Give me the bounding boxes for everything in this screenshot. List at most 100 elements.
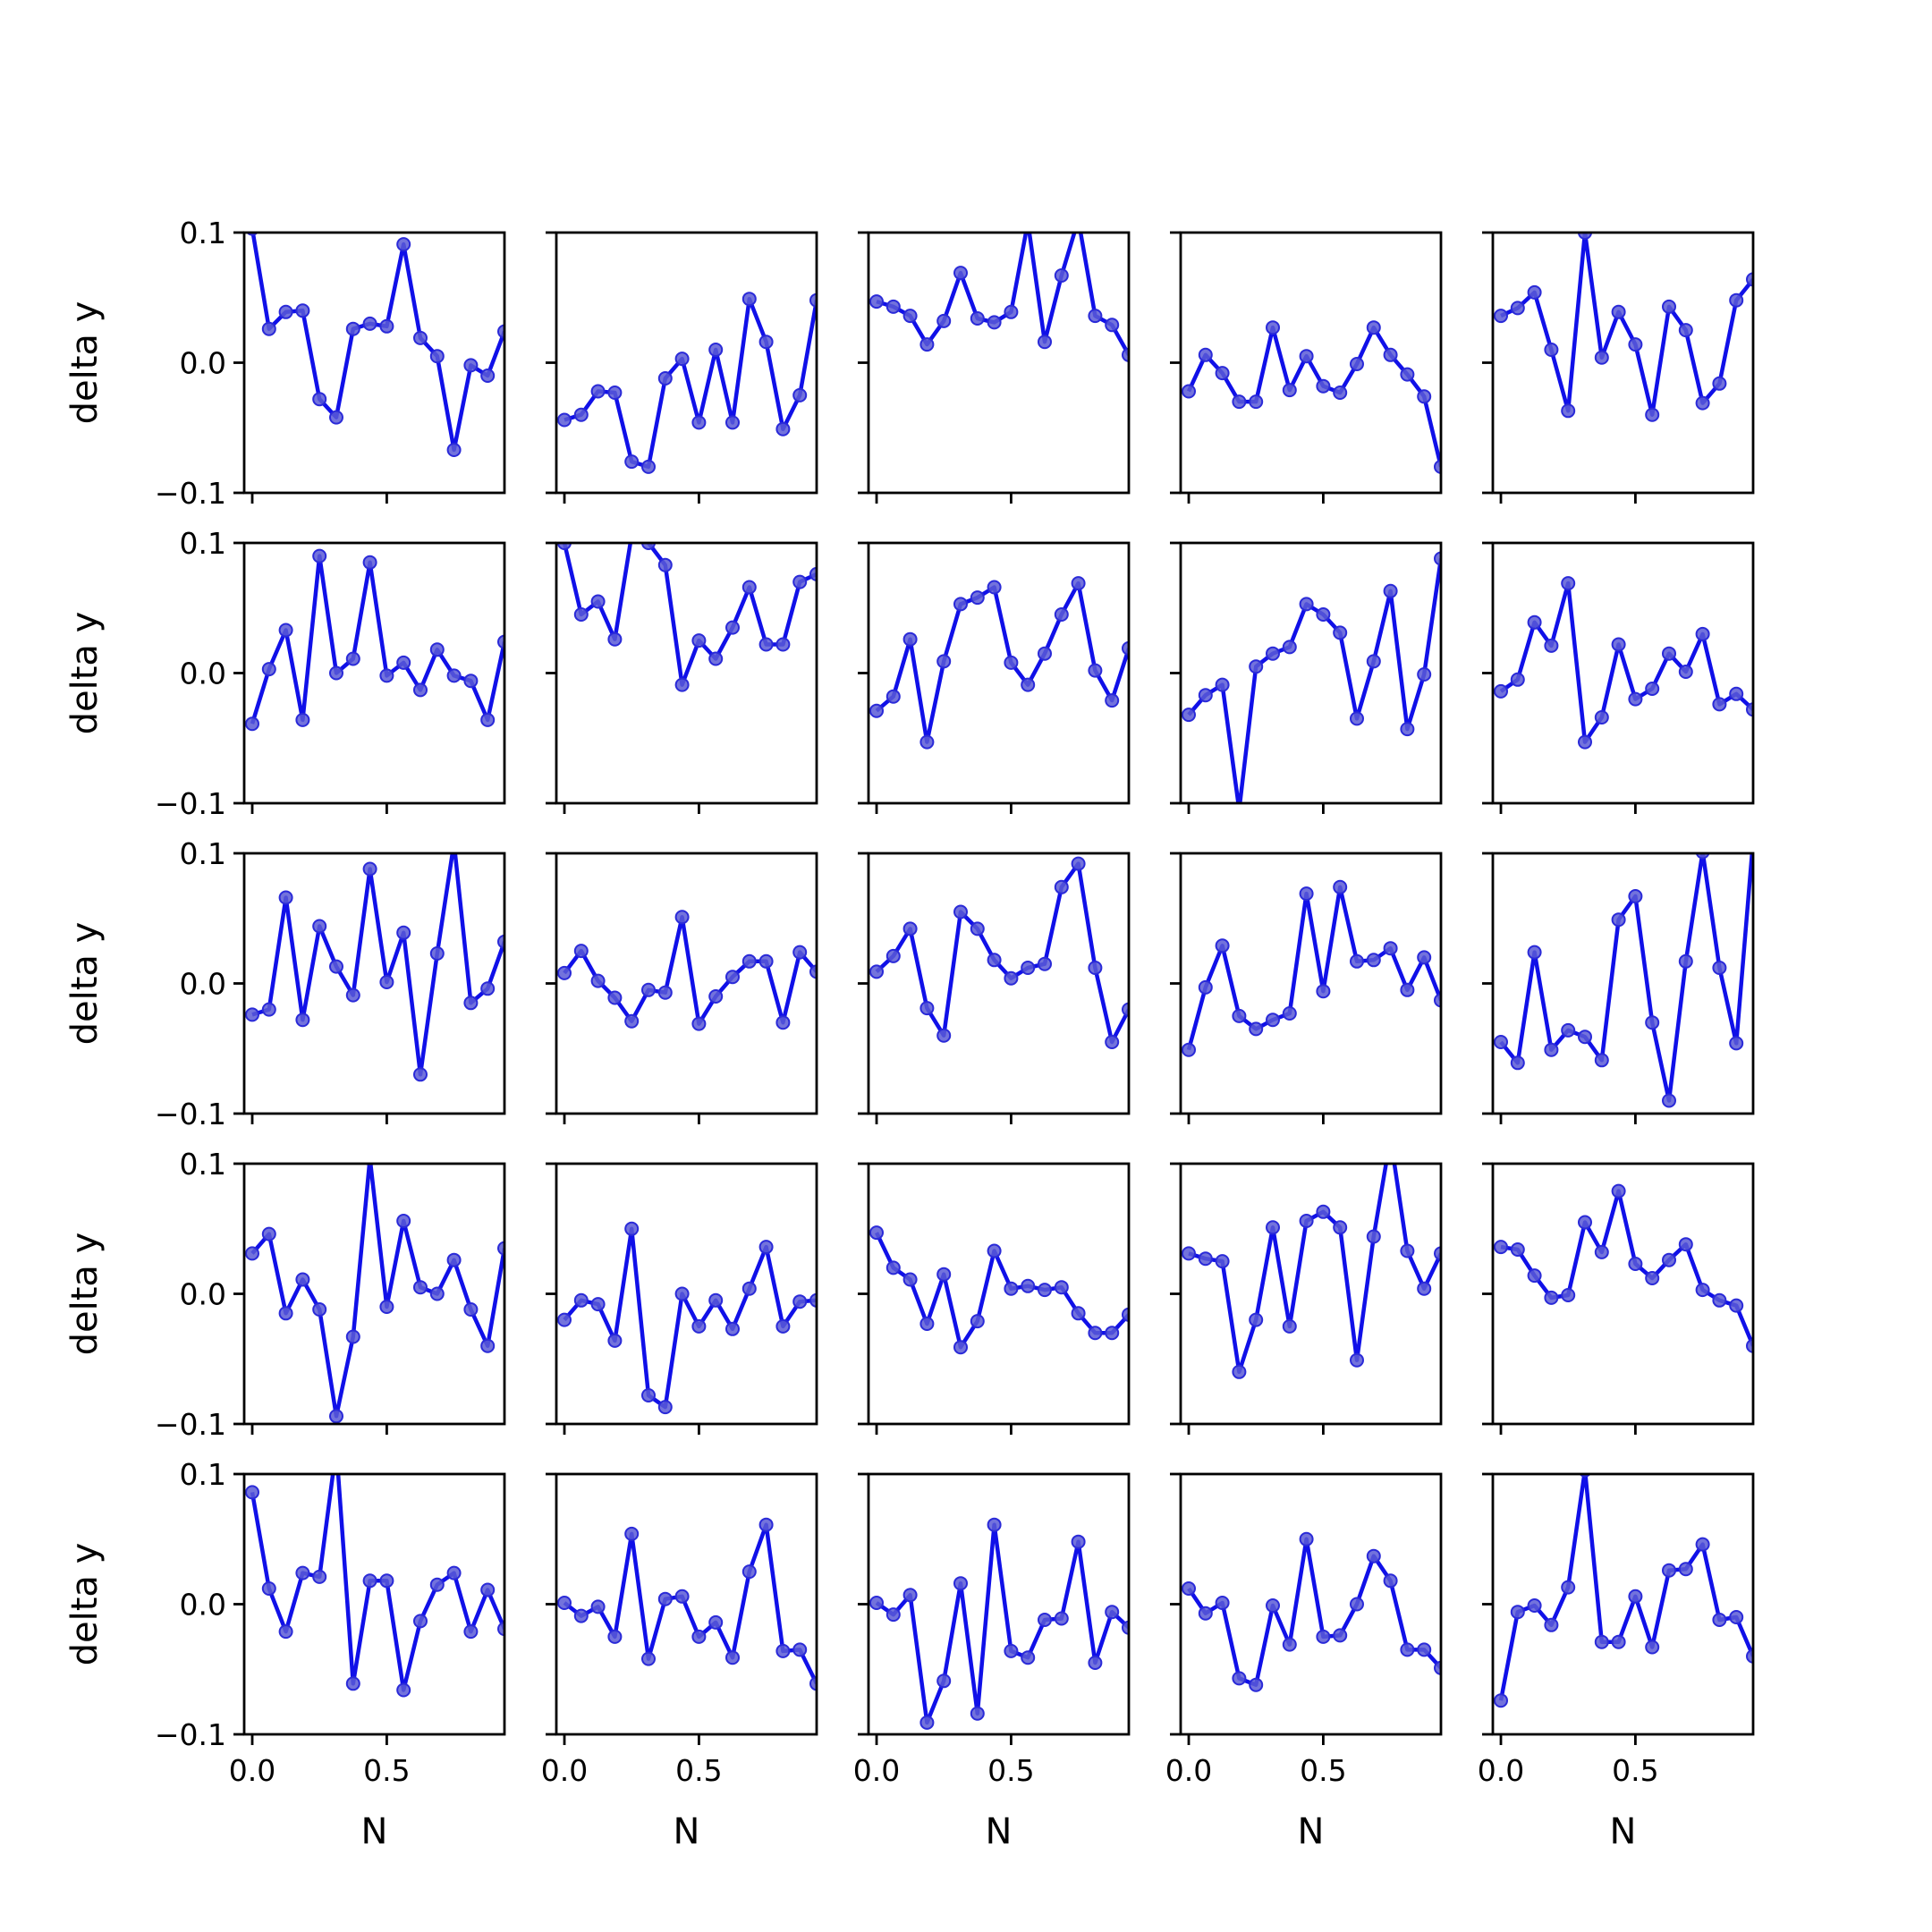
data-point	[1004, 1643, 1019, 1658]
data-point	[261, 1581, 276, 1596]
data-point	[295, 1565, 310, 1580]
data-point	[1678, 1237, 1693, 1252]
data-point	[480, 712, 496, 727]
data-point	[1236, 802, 1242, 803]
series-group	[869, 856, 1129, 1049]
series-line	[562, 543, 817, 687]
data-point	[987, 580, 1002, 595]
data-point	[1071, 1306, 1086, 1321]
series-group	[1494, 1183, 1753, 1353]
series-group	[245, 1164, 504, 1424]
data-point	[936, 313, 952, 328]
data-point	[590, 384, 606, 399]
data-point	[1215, 366, 1230, 381]
data-point	[312, 548, 327, 564]
data-point	[413, 330, 428, 345]
y-tick-label: 0.0	[180, 346, 226, 381]
series-line	[1500, 233, 1753, 417]
data-point	[1494, 1240, 1508, 1255]
data-point	[1578, 1030, 1592, 1045]
series-group	[245, 548, 504, 732]
data-point	[607, 386, 623, 400]
data-point	[1038, 646, 1052, 661]
data-point	[245, 1007, 259, 1022]
y-axis-label: delta y	[64, 612, 106, 735]
data-point	[463, 1302, 479, 1317]
data-point	[1266, 320, 1280, 335]
data-point	[312, 919, 327, 934]
data-point	[429, 1577, 445, 1592]
subplot-r1-c4	[1170, 231, 1443, 504]
subplot-r5-c3: 0.0 0.5 N	[853, 1472, 1131, 1852]
y-axis-label: delta y	[64, 1233, 106, 1356]
data-point	[1316, 984, 1331, 999]
series-line	[1186, 325, 1441, 468]
data-point	[413, 1280, 428, 1295]
data-point	[1527, 1598, 1542, 1613]
data-point	[1004, 970, 1019, 986]
subplot-r4-c4	[1170, 1162, 1443, 1435]
data-point	[312, 1569, 327, 1584]
data-point	[1072, 214, 1085, 226]
data-point	[1662, 646, 1676, 661]
series-line	[563, 915, 817, 1026]
data-point	[869, 964, 884, 979]
data-point	[1088, 1326, 1103, 1341]
data-point	[345, 321, 360, 336]
x-axis-label: N	[1298, 1811, 1325, 1852]
y-tick-label: 0.0	[180, 1277, 226, 1312]
series-line	[876, 233, 1129, 356]
data-point	[557, 412, 572, 428]
series-line	[1187, 1537, 1441, 1687]
data-point	[329, 665, 343, 681]
data-point	[329, 1409, 343, 1424]
data-point	[345, 1676, 360, 1691]
data-point	[953, 597, 968, 612]
data-point	[1434, 1246, 1441, 1261]
y-tick-label: 0.1	[180, 216, 226, 250]
data-point	[345, 1329, 360, 1344]
series-group	[246, 233, 504, 457]
data-point	[312, 392, 327, 407]
data-point	[413, 1614, 428, 1629]
data-point	[1494, 309, 1508, 324]
data-point	[1266, 1013, 1280, 1028]
data-point	[446, 443, 462, 457]
series-line	[1498, 1474, 1753, 1701]
data-point	[429, 1286, 445, 1301]
data-point	[1366, 1548, 1381, 1563]
data-point	[362, 1573, 377, 1589]
data-point	[463, 996, 479, 1011]
data-point	[1054, 879, 1069, 894]
data-point	[902, 1272, 918, 1287]
x-tick-label: 0.0	[1478, 1753, 1524, 1788]
data-point	[1611, 304, 1626, 319]
data-point	[1038, 1613, 1052, 1627]
series-group	[245, 1474, 504, 1698]
data-point	[429, 946, 445, 961]
data-point	[1021, 677, 1036, 692]
data-point	[641, 543, 656, 550]
data-point	[1611, 1183, 1626, 1199]
data-point	[1729, 1610, 1744, 1624]
series-group	[1182, 320, 1441, 474]
data-point	[1249, 1312, 1264, 1327]
data-point	[429, 349, 445, 364]
data-point	[362, 555, 377, 570]
data-point	[1434, 459, 1441, 474]
data-point	[792, 1294, 808, 1309]
data-point	[624, 1526, 640, 1541]
data-point	[741, 580, 757, 595]
data-point	[1088, 1656, 1103, 1670]
data-point	[1645, 407, 1660, 422]
data-point	[379, 668, 394, 683]
data-point	[708, 651, 724, 666]
data-point	[691, 1629, 707, 1644]
data-point	[624, 454, 640, 470]
data-point	[1645, 1015, 1660, 1030]
data-point	[1510, 1055, 1525, 1071]
data-point	[1299, 349, 1314, 364]
data-point	[413, 1067, 428, 1082]
data-point	[497, 1241, 504, 1256]
